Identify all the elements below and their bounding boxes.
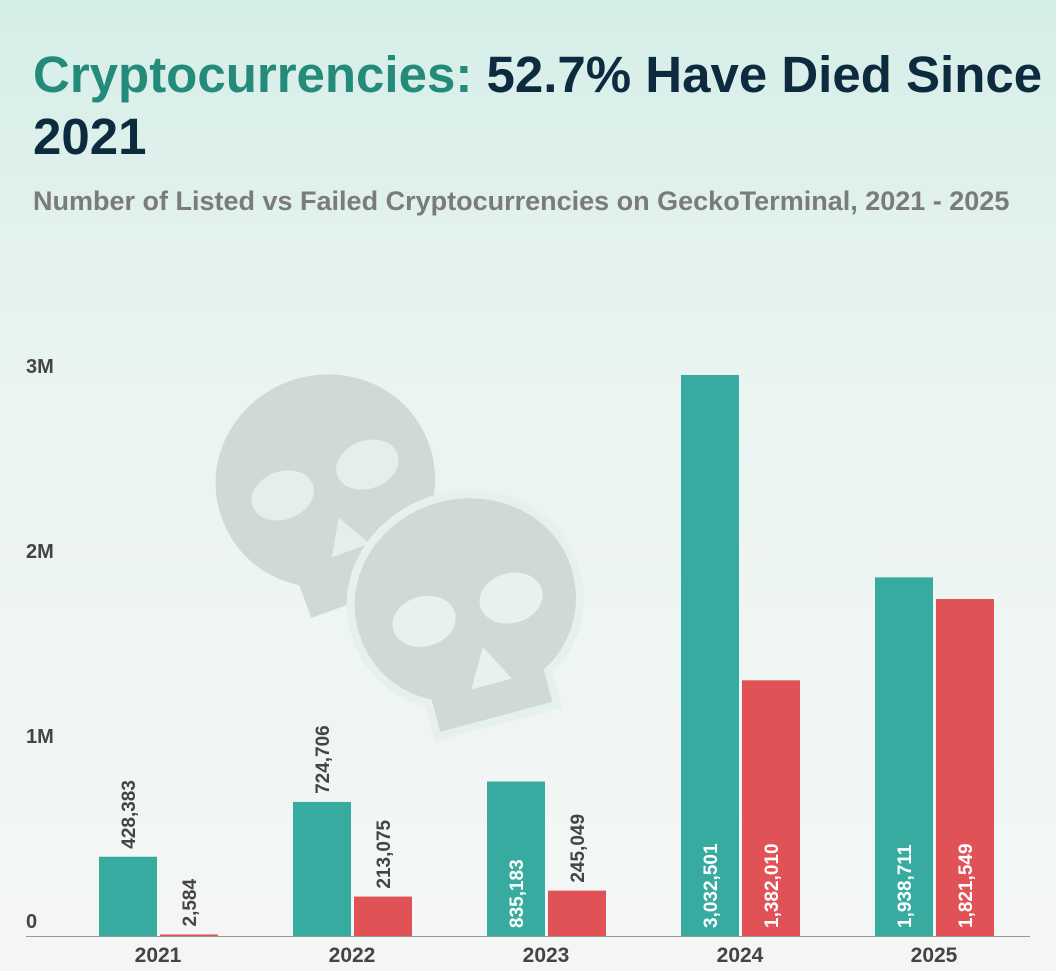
- bar-listed: [487, 781, 545, 936]
- chart-title: Cryptocurrencies: 52.7% Have Died Since …: [33, 44, 1043, 168]
- x-tick-label: 2025: [911, 944, 958, 967]
- y-tick-label: 0: [26, 911, 37, 933]
- data-label: 3,032,501: [701, 843, 722, 928]
- bar-listed: [99, 856, 157, 936]
- x-tick-label: 2022: [329, 944, 376, 967]
- y-tick-label: 2M: [26, 541, 54, 563]
- bar-listed: [293, 801, 351, 936]
- data-label: 245,049: [568, 814, 589, 883]
- data-label: 2,584: [180, 879, 201, 927]
- bar-listed: [875, 577, 933, 936]
- data-label: 1,821,549: [956, 843, 977, 928]
- x-tick-label: 2021: [135, 944, 182, 967]
- bar-failed: [354, 896, 412, 936]
- bar-failed: [936, 599, 994, 936]
- bar-failed: [548, 890, 606, 936]
- data-label: 213,075: [374, 819, 395, 888]
- y-tick-label: 1M: [26, 726, 54, 748]
- title-accent: Cryptocurrencies:: [33, 46, 473, 103]
- bar-failed: [160, 934, 218, 936]
- title-main: 52.7% Have Died Since 2021: [33, 46, 1043, 165]
- chart-subtitle: Number of Listed vs Failed Cryptocurrenc…: [33, 186, 1010, 216]
- data-label: 724,706: [313, 725, 334, 794]
- data-label: 1,382,010: [762, 843, 783, 928]
- data-label: 835,183: [507, 859, 528, 928]
- data-label: 428,383: [119, 780, 140, 849]
- data-label: 1,938,711: [895, 844, 916, 928]
- y-tick-label: 3M: [26, 356, 54, 378]
- x-tick-label: 2024: [717, 944, 764, 967]
- bar-listed: [681, 374, 739, 936]
- bar-failed: [742, 680, 800, 936]
- x-tick-label: 2023: [523, 944, 570, 967]
- skull-icon: [346, 490, 584, 742]
